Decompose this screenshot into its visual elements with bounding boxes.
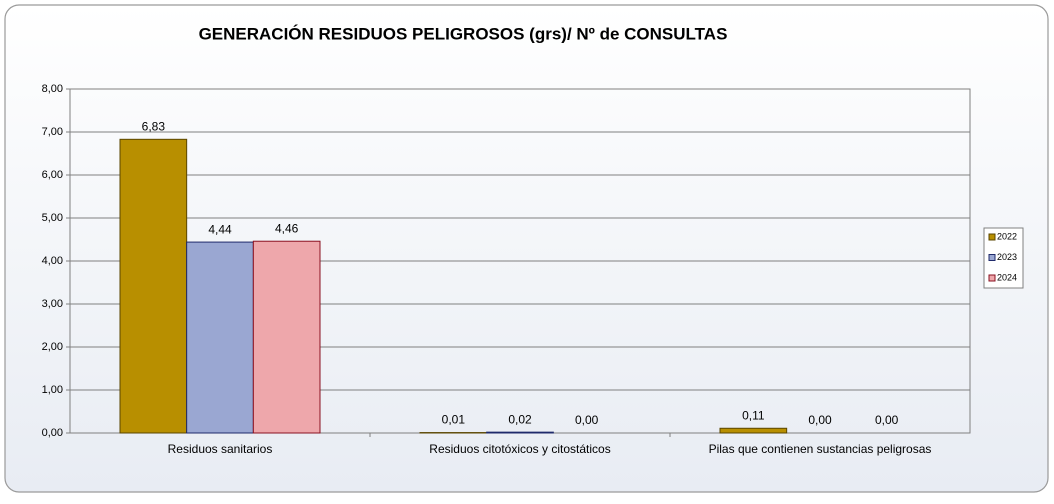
bar [119,138,188,434]
x-tick-label: Pilas que contienen sustancias peligrosa… [709,442,932,456]
y-tick-label: 2,00 [42,341,63,353]
y-tick-label: 5,00 [42,212,63,224]
legend-swatch [988,254,996,261]
value-label: 0,00 [875,413,899,427]
x-tick-label: Residuos citotóxicos y citostáticos [429,442,610,456]
legend-swatch [988,274,996,282]
value-label: 0,01 [442,413,466,427]
bar [719,427,788,434]
value-label: 0,11 [742,408,765,422]
chart-title: GENERACIÓN RESIDUOS PELIGROSOS (grs)/ Nº… [199,24,728,43]
value-label: 0,02 [508,412,532,426]
value-label: 0,00 [575,413,599,427]
y-tick-label: 8,00 [42,83,63,95]
legend-label: 2024 [997,272,1017,282]
y-tick-label: 1,00 [42,384,63,396]
y-tick-label: 6,00 [42,169,63,181]
legend-label: 2022 [997,231,1017,241]
value-label: 0,00 [808,413,832,427]
bar [486,431,554,434]
y-tick-label: 7,00 [42,126,63,138]
bar [186,241,254,434]
legend-swatch [988,233,996,241]
y-tick-label: 3,00 [42,298,63,310]
value-label: 4,46 [275,221,299,235]
value-label: 4,44 [208,222,232,236]
y-tick-label: 4,00 [42,255,63,267]
legend-label: 2023 [997,252,1017,262]
value-label: 6,83 [142,119,166,133]
y-tick-label: 0,00 [42,427,63,439]
bar [252,240,321,434]
x-tick-label: Residuos sanitarios [168,442,273,456]
